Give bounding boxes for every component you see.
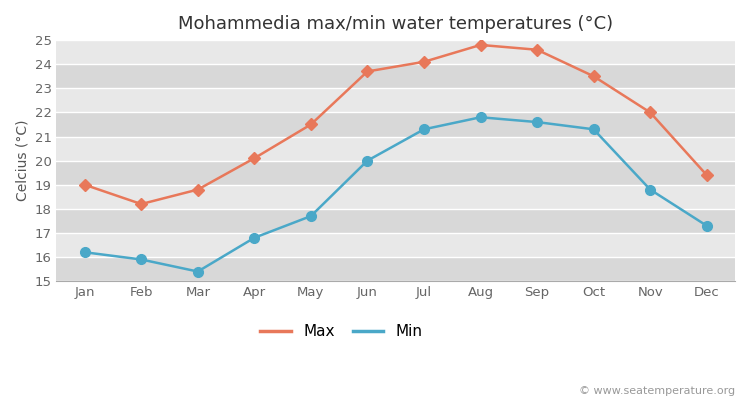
Bar bbox=[56, 40, 735, 64]
Bar bbox=[56, 112, 735, 136]
Text: © www.seatemperature.org: © www.seatemperature.org bbox=[579, 386, 735, 396]
Bar bbox=[56, 136, 735, 161]
Bar bbox=[56, 185, 735, 209]
Min bbox=[646, 187, 655, 192]
Max bbox=[476, 42, 485, 47]
Min bbox=[80, 250, 89, 255]
Max bbox=[80, 182, 89, 187]
Max bbox=[363, 69, 372, 74]
Line: Min: Min bbox=[80, 112, 712, 276]
Min bbox=[702, 223, 711, 228]
Min bbox=[532, 120, 542, 124]
Max bbox=[307, 122, 316, 127]
Min bbox=[590, 127, 598, 132]
Title: Mohammedia max/min water temperatures (°C): Mohammedia max/min water temperatures (°… bbox=[178, 15, 614, 33]
Min bbox=[363, 158, 372, 163]
Min bbox=[250, 235, 259, 240]
Max bbox=[250, 156, 259, 161]
Min bbox=[194, 269, 202, 274]
Max bbox=[194, 187, 202, 192]
Line: Max: Max bbox=[80, 41, 711, 208]
Max bbox=[590, 74, 598, 79]
Bar bbox=[56, 209, 735, 233]
Min bbox=[476, 115, 485, 120]
Max bbox=[419, 60, 428, 64]
Min bbox=[307, 214, 316, 218]
Max bbox=[702, 173, 711, 178]
Bar bbox=[56, 64, 735, 88]
Bar bbox=[56, 88, 735, 112]
Max bbox=[136, 202, 146, 206]
Legend: Max, Min: Max, Min bbox=[254, 318, 429, 345]
Bar bbox=[56, 257, 735, 281]
Y-axis label: Celcius (°C): Celcius (°C) bbox=[15, 120, 29, 201]
Bar bbox=[56, 233, 735, 257]
Max bbox=[646, 110, 655, 115]
Min bbox=[419, 127, 428, 132]
Max bbox=[532, 47, 542, 52]
Min bbox=[136, 257, 146, 262]
Bar bbox=[56, 161, 735, 185]
